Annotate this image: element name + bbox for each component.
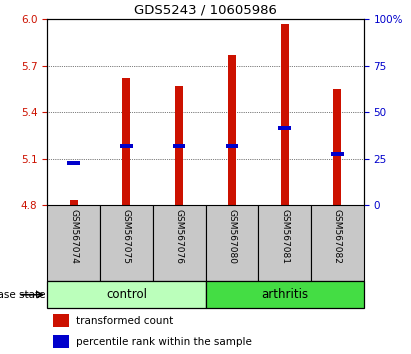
Bar <box>120 144 133 148</box>
Bar <box>281 24 289 205</box>
Bar <box>333 89 341 205</box>
Bar <box>278 126 291 130</box>
Text: GSM567082: GSM567082 <box>333 209 342 264</box>
Title: GDS5243 / 10605986: GDS5243 / 10605986 <box>134 4 277 17</box>
Bar <box>70 200 78 205</box>
Bar <box>175 86 183 205</box>
Text: GSM567074: GSM567074 <box>69 209 78 264</box>
Bar <box>331 152 344 156</box>
Bar <box>122 78 130 205</box>
Text: disease state: disease state <box>0 290 45 300</box>
Text: GSM567081: GSM567081 <box>280 209 289 264</box>
Bar <box>47 205 100 281</box>
Bar <box>258 205 311 281</box>
Bar <box>226 144 238 148</box>
Text: GSM567075: GSM567075 <box>122 209 131 264</box>
Bar <box>228 55 236 205</box>
Bar <box>47 281 206 308</box>
Text: control: control <box>106 288 147 301</box>
Bar <box>67 161 80 165</box>
Text: GSM567076: GSM567076 <box>175 209 184 264</box>
Bar <box>53 314 69 327</box>
Bar <box>173 144 185 148</box>
Bar <box>153 205 206 281</box>
Bar <box>206 205 258 281</box>
Bar <box>206 281 364 308</box>
Text: arthritis: arthritis <box>261 288 308 301</box>
Bar <box>100 205 153 281</box>
Bar <box>311 205 364 281</box>
Text: percentile rank within the sample: percentile rank within the sample <box>76 337 252 347</box>
Text: GSM567080: GSM567080 <box>227 209 236 264</box>
Bar <box>53 335 69 348</box>
Text: transformed count: transformed count <box>76 316 173 326</box>
